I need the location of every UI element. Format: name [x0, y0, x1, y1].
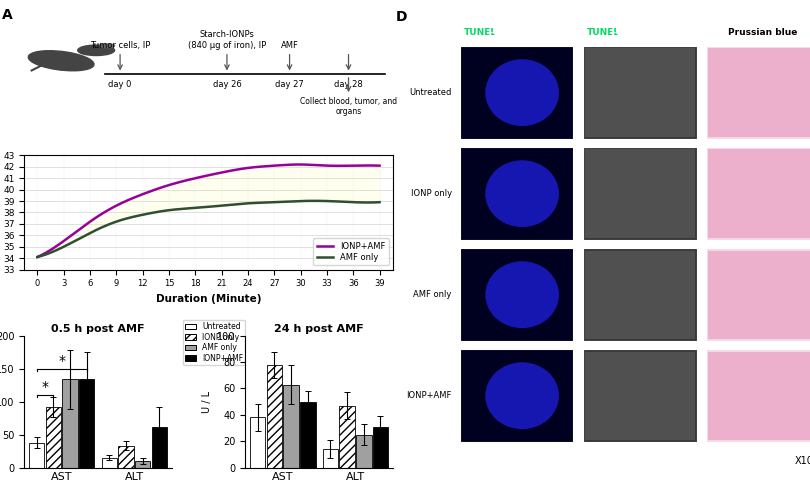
- Text: *: *: [58, 354, 65, 368]
- Bar: [709, 251, 810, 339]
- Bar: [322, 449, 338, 468]
- Bar: [585, 351, 694, 440]
- AMF only: [375, 199, 385, 205]
- Bar: [709, 351, 810, 440]
- Text: Tumor cells, IP: Tumor cells, IP: [90, 40, 151, 50]
- Ellipse shape: [28, 51, 94, 71]
- Bar: [45, 407, 61, 468]
- Bar: [583, 349, 697, 442]
- Bar: [460, 46, 573, 139]
- IONP+AMF: [375, 163, 385, 169]
- AMF only: [34, 254, 44, 260]
- Text: day 0: day 0: [109, 80, 132, 89]
- Bar: [300, 402, 316, 468]
- Line: AMF only: AMF only: [37, 201, 380, 257]
- Bar: [583, 248, 697, 341]
- Text: IONP+AMF: IONP+AMF: [407, 391, 452, 400]
- Bar: [583, 147, 697, 240]
- AMF only: [242, 201, 252, 206]
- Legend: Untreated, IONP only, AMF only, IONP+AMF: Untreated, IONP only, AMF only, IONP+AMF: [183, 320, 245, 365]
- Ellipse shape: [485, 362, 559, 429]
- Bar: [79, 379, 95, 468]
- Bar: [706, 147, 810, 240]
- Bar: [460, 248, 573, 341]
- Bar: [135, 461, 151, 468]
- Bar: [585, 149, 694, 238]
- Ellipse shape: [485, 160, 559, 227]
- Bar: [339, 406, 355, 468]
- Bar: [460, 147, 573, 240]
- Bar: [118, 446, 134, 468]
- AMF only: [309, 198, 319, 204]
- X-axis label: Duration (Minute): Duration (Minute): [156, 294, 262, 304]
- Bar: [29, 442, 45, 468]
- Text: D: D: [396, 10, 407, 24]
- Text: TUNEL: TUNEL: [587, 28, 620, 37]
- Bar: [706, 349, 810, 442]
- Text: X100: X100: [795, 456, 810, 466]
- IONP+AMF: [32, 254, 42, 260]
- AMF only: [237, 201, 246, 207]
- Line: IONP+AMF: IONP+AMF: [37, 164, 380, 257]
- AMF only: [343, 199, 353, 205]
- Bar: [706, 248, 810, 341]
- Y-axis label: U / L: U / L: [202, 390, 211, 413]
- IONP+AMF: [343, 163, 353, 169]
- Text: IONP only: IONP only: [411, 189, 452, 198]
- Bar: [373, 427, 388, 468]
- Title: 0.5 h post AMF: 0.5 h post AMF: [51, 323, 145, 334]
- Bar: [709, 49, 810, 137]
- Text: Untreated: Untreated: [409, 88, 452, 97]
- Text: Prussian blue: Prussian blue: [728, 28, 798, 37]
- Legend: IONP+AMF, AMF only: IONP+AMF, AMF only: [313, 238, 389, 266]
- AMF only: [32, 254, 42, 260]
- Bar: [706, 46, 810, 139]
- Bar: [585, 49, 694, 137]
- Bar: [266, 365, 282, 468]
- Text: AMF only: AMF only: [413, 290, 452, 299]
- Text: Collect blood, tumor, and
organs: Collect blood, tumor, and organs: [300, 96, 397, 116]
- Text: A: A: [2, 9, 13, 23]
- AMF only: [322, 198, 332, 204]
- Text: day 26: day 26: [212, 80, 241, 89]
- Ellipse shape: [100, 44, 114, 48]
- Text: +Hoechst 33342: +Hoechst 33342: [486, 28, 569, 37]
- Ellipse shape: [78, 45, 114, 55]
- Text: day 27: day 27: [275, 80, 304, 89]
- IONP+AMF: [242, 165, 252, 171]
- Text: +Bright: +Bright: [609, 28, 648, 37]
- AMF only: [235, 201, 245, 207]
- Bar: [585, 251, 694, 339]
- Bar: [62, 379, 78, 468]
- Bar: [460, 349, 573, 442]
- Bar: [151, 427, 167, 468]
- Bar: [709, 149, 810, 238]
- Ellipse shape: [485, 261, 559, 328]
- Bar: [356, 435, 372, 468]
- IONP+AMF: [235, 166, 245, 172]
- Bar: [284, 385, 299, 468]
- IONP+AMF: [322, 163, 332, 169]
- Ellipse shape: [485, 59, 559, 126]
- Bar: [583, 46, 697, 139]
- IONP+AMF: [34, 254, 44, 259]
- Text: day 28: day 28: [335, 80, 363, 89]
- Text: *: *: [41, 380, 49, 394]
- Bar: [101, 458, 117, 468]
- Bar: [249, 417, 266, 468]
- Text: AMF: AMF: [280, 40, 299, 50]
- IONP+AMF: [295, 161, 305, 167]
- IONP+AMF: [237, 166, 246, 172]
- Title: 24 h post AMF: 24 h post AMF: [275, 323, 364, 334]
- Text: TUNEL: TUNEL: [464, 28, 497, 37]
- Text: Starch-IONPs
(840 μg of iron), IP: Starch-IONPs (840 μg of iron), IP: [188, 30, 266, 50]
